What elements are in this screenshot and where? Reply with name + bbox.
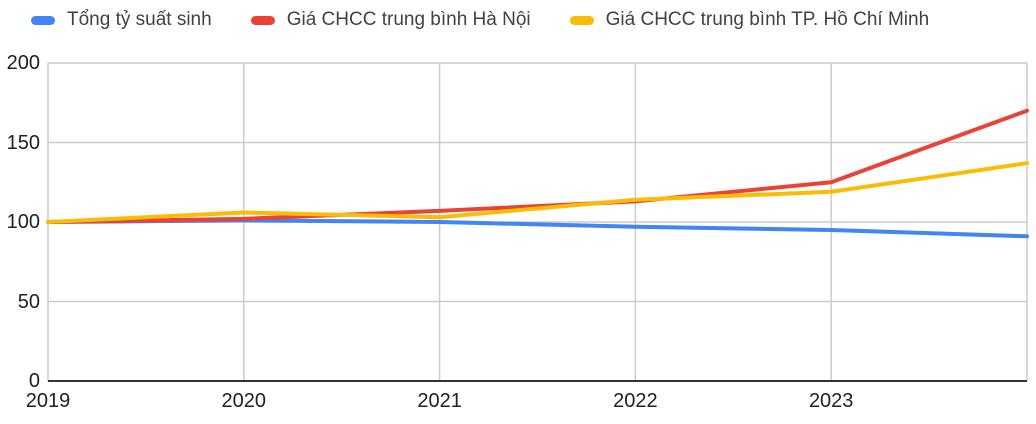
legend-swatch-icon: [31, 15, 55, 25]
legend-label: Giá CHCC trung bình TP. Hồ Chí Minh: [605, 9, 930, 30]
legend-item-gia-chcc-tp-hcm[interactable]: Giá CHCC trung bình TP. Hồ Chí Minh: [569, 9, 930, 31]
x-axis-tick-label: 2021: [417, 390, 462, 412]
x-axis-tick-label: 2019: [25, 390, 71, 412]
legend-label: Tổng tỷ suất sinh: [67, 9, 212, 30]
y-axis-tick-label: 200: [6, 52, 40, 74]
legend-swatch-icon: [250, 15, 275, 25]
series-line-gi-chcc-trung-b-nh-h-n-i: [46, 108, 1029, 224]
y-axis-tick-label: 100: [6, 211, 40, 233]
series-line-gi-chcc-trung-b-nh-tp-h-ch-minh: [46, 161, 1029, 224]
y-axis-tick-label: 50: [17, 290, 40, 313]
y-axis-tick-label: 150: [6, 131, 40, 154]
chart-legend: Tổng tỷ suất sinh Giá CHCC trung bình Hà…: [31, 5, 929, 35]
legend-item-tong-ty-suat-sinh[interactable]: Tổng tỷ suất sinh: [31, 9, 212, 31]
series-line-t-ng-t-su-t-sinh: [46, 218, 1029, 239]
x-axis-tick-label: 2023: [808, 390, 854, 412]
legend-swatch-icon: [569, 15, 594, 25]
legend-label: Giá CHCC trung bình Hà Nội: [286, 9, 531, 30]
x-axis-tick-label: 2022: [613, 390, 658, 412]
legend-item-gia-chcc-ha-noi[interactable]: Giá CHCC trung bình Hà Nội: [250, 9, 531, 31]
x-axis-tick-label: 2020: [221, 390, 267, 412]
y-axis-tick-label: 0: [28, 370, 40, 392]
